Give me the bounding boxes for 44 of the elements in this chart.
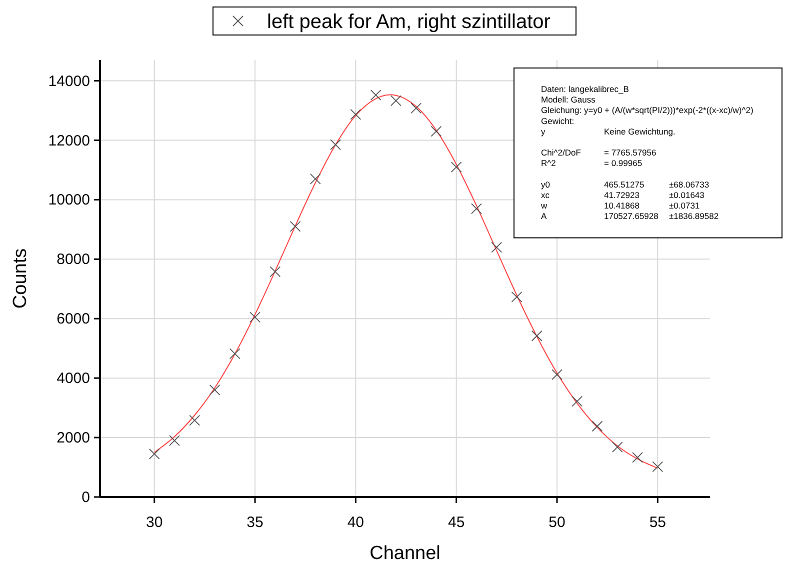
point <box>471 203 482 214</box>
x-tick-label: 40 <box>347 514 364 531</box>
point <box>491 242 502 253</box>
fit-results-box: Daten: langekalibrec_B Modell: Gauss Gleichung: y=y0 + (A/(w*sqrt(PI/2)))*exp(-2*((x-xc)/w)^2) Gewicht: y Keine Gewichtung. Chi^2/DoF = 7765.57956 R^2 = 0.99965 y0 465.51275 ±68.06733 xc 41.72923 ±0.01643 w 10.41868 ±0.0731 A 170527.65928 ±1836.89582 <box>514 68 782 238</box>
point <box>330 139 341 150</box>
y-tick-label: 4000 <box>56 370 90 388</box>
point <box>229 348 240 360</box>
point <box>250 312 260 323</box>
point <box>209 384 220 396</box>
point <box>592 420 603 432</box>
point <box>430 126 442 137</box>
y-tick-label: 10000 <box>48 192 90 209</box>
point <box>370 90 382 101</box>
point <box>270 266 281 278</box>
point <box>290 221 301 232</box>
point <box>652 461 664 472</box>
x-tick-label: 30 <box>146 514 163 531</box>
point <box>511 291 522 302</box>
point <box>350 108 362 120</box>
y-tick-label: 8000 <box>56 251 90 268</box>
y-tick-label: 6000 <box>56 310 90 328</box>
point <box>531 330 542 342</box>
point <box>450 162 462 172</box>
point <box>169 435 180 446</box>
y-axis-title: Counts <box>10 248 31 309</box>
x-tick-label: 50 <box>548 514 566 531</box>
point <box>572 396 583 407</box>
point <box>390 95 402 106</box>
y-tick-label: 12000 <box>48 132 90 150</box>
legend-label: left peak for Am, right szintillator <box>267 11 551 33</box>
point <box>632 452 643 463</box>
y-tick-label: 0 <box>82 489 90 506</box>
point <box>612 442 623 453</box>
x-tick-label: 55 <box>649 514 666 531</box>
point <box>310 173 321 184</box>
x-tick-label: 45 <box>448 514 465 531</box>
point <box>189 414 200 426</box>
x-tick-label: 35 <box>246 514 264 531</box>
point <box>552 369 562 380</box>
x-axis-title: Channel <box>370 543 440 564</box>
point <box>148 448 160 460</box>
point <box>410 102 422 114</box>
y-tick-label: 14000 <box>48 72 90 90</box>
y-tick-label: 2000 <box>56 430 90 447</box>
